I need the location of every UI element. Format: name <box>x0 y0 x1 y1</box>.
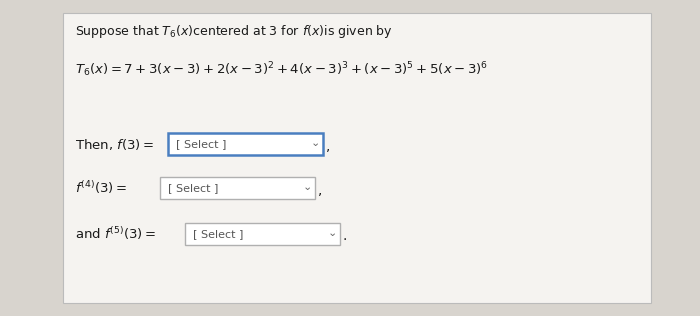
Text: .: . <box>343 229 347 243</box>
Text: [ Select ]: [ Select ] <box>193 229 244 239</box>
FancyBboxPatch shape <box>168 133 323 155</box>
Text: [ Select ]: [ Select ] <box>168 183 218 193</box>
Text: Then, $f(3) =$: Then, $f(3) =$ <box>75 137 154 151</box>
Text: ⌄: ⌄ <box>328 228 337 238</box>
Text: Suppose that $T_6(x)$centered at 3 for $f(x)$is given by: Suppose that $T_6(x)$centered at 3 for $… <box>75 23 393 40</box>
Text: ,: , <box>326 139 330 153</box>
FancyBboxPatch shape <box>63 13 651 303</box>
Text: [ Select ]: [ Select ] <box>176 139 226 149</box>
Text: ⌄: ⌄ <box>302 182 312 192</box>
Text: ,: , <box>318 183 323 197</box>
FancyBboxPatch shape <box>185 223 340 245</box>
FancyBboxPatch shape <box>160 177 315 199</box>
Text: and $f^{(5)}(3) =$: and $f^{(5)}(3) =$ <box>75 226 156 242</box>
Text: $f^{(4)}(3) =$: $f^{(4)}(3) =$ <box>75 179 127 197</box>
Text: $T_6(x) = 7 + 3(x-3) + 2(x-3)^2 + 4(x-3)^3 + (x-3)^5 + 5(x-3)^6$: $T_6(x) = 7 + 3(x-3) + 2(x-3)^2 + 4(x-3)… <box>75 61 488 79</box>
Text: ⌄: ⌄ <box>310 138 320 148</box>
